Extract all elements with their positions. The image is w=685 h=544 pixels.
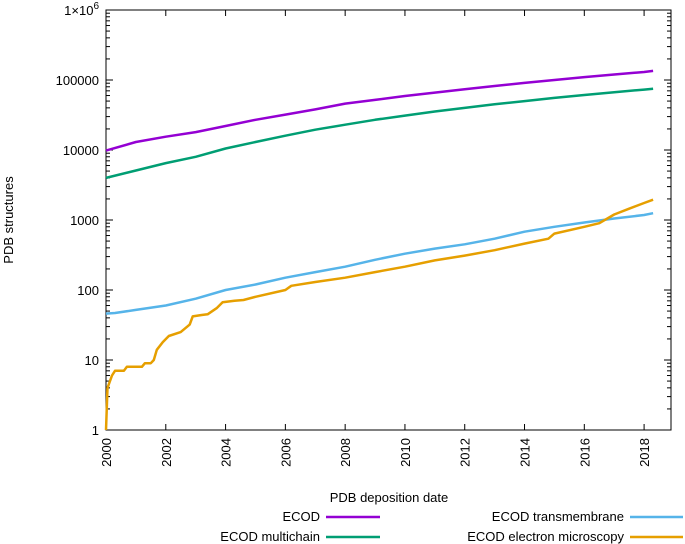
- x-tick-label: 2012: [458, 438, 473, 467]
- x-tick-label: 2000: [99, 438, 114, 467]
- y-tick-label: 100: [77, 283, 99, 298]
- x-tick-label: 2010: [398, 438, 413, 467]
- x-tick-label: 2016: [577, 438, 592, 467]
- series-line-ecod-transmembrane: [105, 211, 654, 315]
- legend-label-ecod-transmembrane: ECOD transmembrane: [492, 509, 624, 524]
- y-axis-ticks: 1 10 100 1000 10000 100000 1×106: [56, 1, 671, 438]
- plot-frame: [105, 9, 672, 431]
- y-tick-label: 1: [92, 423, 99, 438]
- y-tick-label: 10: [85, 353, 99, 368]
- x-tick-label: 2006: [278, 438, 293, 467]
- y-tick-label: 1000: [70, 213, 99, 228]
- x-tick-label: 2014: [518, 438, 533, 467]
- legend-label-ecod: ECOD: [282, 509, 320, 524]
- y-tick-label: 10000: [63, 143, 99, 158]
- series-line-ecod: [105, 69, 654, 152]
- y-tick-label: 100000: [56, 73, 99, 88]
- series-lines: [104, 69, 654, 431]
- x-tick-label: 2018: [637, 438, 652, 467]
- legend: ECOD ECOD multichain ECOD transmembrane ECO…: [220, 509, 683, 544]
- y-tick-label: 1×106: [64, 1, 99, 18]
- x-tick-label: 2004: [219, 438, 234, 467]
- x-tick-label: 2008: [338, 438, 353, 467]
- y-axis-label: PDB structures: [1, 176, 16, 264]
- legend-label-ecod-multichain: ECOD multichain: [220, 529, 320, 544]
- series-line-ecod-electron-microscopy: [104, 198, 654, 431]
- x-axis-label: PDB deposition date: [330, 490, 449, 505]
- legend-label-ecod-electron-microscopy: ECOD electron microscopy: [467, 529, 624, 544]
- x-axis-ticks: 2000 2002 2004 2006 2008 2010 2012 2014 2016 2018: [99, 10, 652, 467]
- x-tick-label: 2002: [159, 438, 174, 467]
- series-line-ecod-multichain: [105, 87, 654, 180]
